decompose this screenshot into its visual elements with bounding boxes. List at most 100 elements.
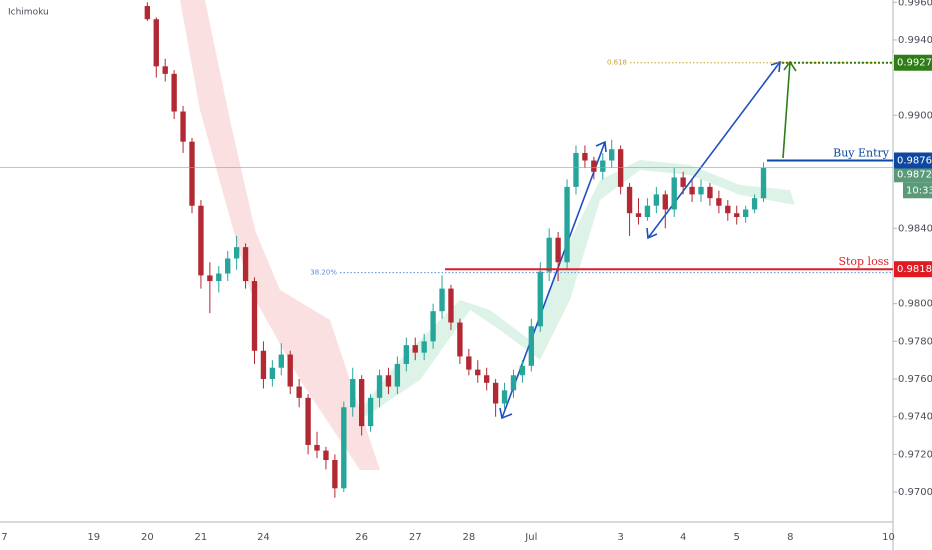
candle-body: [725, 205, 731, 214]
candle-body: [439, 288, 445, 312]
candle-body: [144, 6, 151, 20]
candle-body: [225, 258, 231, 274]
level-tag-label: 0.99279: [897, 58, 932, 69]
candle-body: [207, 275, 213, 282]
candle-body: [189, 141, 195, 206]
x-tick-label: 19: [87, 532, 100, 543]
candle-body: [153, 19, 159, 67]
candle-body: [278, 354, 284, 368]
candle-body: [716, 198, 722, 206]
x-tick-label: 4: [680, 532, 686, 543]
candle-body: [475, 369, 481, 376]
candle-body: [591, 160, 597, 172]
candle-body: [626, 186, 633, 214]
y-tick-label: 0.99600: [898, 0, 932, 8]
candle-body: [394, 363, 401, 387]
candle-body: [555, 237, 561, 263]
candle-body: [573, 152, 579, 187]
candle-body: [689, 186, 695, 195]
candle-body: [242, 247, 249, 282]
countdown-label: 10:33: [906, 185, 932, 196]
arrow: [501, 141, 606, 419]
candle-body: [707, 186, 713, 199]
candle-body: [742, 209, 749, 218]
candle-body: [430, 311, 436, 342]
candle-body: [296, 386, 302, 398]
candle-body: [376, 375, 383, 398]
x-tick-label: 10: [882, 532, 895, 543]
candle-body: [484, 375, 490, 383]
candle-body: [251, 281, 258, 351]
candle-body: [698, 186, 704, 195]
candle-body: [519, 365, 526, 376]
x-tick-label: 21: [195, 532, 208, 543]
candle-body: [367, 397, 374, 427]
x-tick-label: 27: [409, 532, 422, 543]
x-tick-label: 20: [141, 532, 154, 543]
candle-body: [671, 177, 677, 210]
level-tag-label: 0.98183: [897, 264, 932, 275]
candle-body: [269, 367, 276, 380]
candle-body: [760, 168, 767, 199]
fib-label: 38.20%: [310, 269, 337, 277]
candle-body: [305, 397, 311, 445]
x-tick-label: 28: [462, 532, 475, 543]
candle-body: [421, 341, 427, 353]
candle-body: [457, 322, 463, 357]
level-tag: [894, 54, 932, 71]
indicator-label: Ichimoku: [8, 8, 49, 18]
candle-body: [448, 288, 454, 323]
fib-label: 0.618: [607, 59, 627, 67]
level-tag-label: 0.98760: [897, 155, 932, 166]
cloud-bullish: [360, 160, 795, 420]
candle-body: [287, 354, 293, 387]
candle-body: [233, 247, 240, 259]
arrow-head: [499, 407, 513, 420]
candle-body: [358, 379, 365, 427]
x-tick-label: 24: [257, 532, 270, 543]
candle-body: [323, 450, 329, 461]
level-tag: [894, 261, 932, 278]
arrow-head: [646, 227, 658, 240]
candle-body: [350, 379, 356, 408]
candle-body: [198, 205, 204, 276]
x-tick-label: Jul: [524, 532, 537, 543]
candle-body: [546, 237, 552, 272]
x-tick-label: 26: [355, 532, 368, 543]
arrow-head: [595, 140, 607, 153]
candle-body: [751, 198, 758, 210]
candle-body: [332, 460, 338, 489]
level-name: Stop loss: [838, 255, 889, 268]
x-tick-label: 8: [787, 532, 793, 543]
candle-body: [341, 407, 347, 489]
candle-body: [734, 213, 740, 218]
candle-body: [314, 444, 320, 451]
candle-body: [510, 375, 517, 391]
candle-body: [162, 66, 168, 74]
candle-body: [492, 382, 499, 404]
candle-body: [537, 271, 543, 327]
x-tick-label: 3: [617, 532, 623, 543]
arrow-head: [770, 60, 781, 73]
x-tick-label: 7: [1, 532, 7, 543]
candle-body: [260, 350, 267, 380]
candle-body: [412, 345, 418, 353]
candle-body: [171, 73, 177, 112]
last-price-label: 0.98724: [897, 169, 932, 180]
candle-body: [385, 375, 392, 387]
candle-body: [564, 186, 570, 263]
drawing-arrows: [499, 60, 797, 420]
arrow: [782, 61, 791, 159]
level-name: Buy Entry: [833, 146, 890, 159]
candle-body: [644, 205, 651, 218]
x-tick-label: 5: [734, 532, 740, 543]
candle-body: [582, 152, 588, 161]
